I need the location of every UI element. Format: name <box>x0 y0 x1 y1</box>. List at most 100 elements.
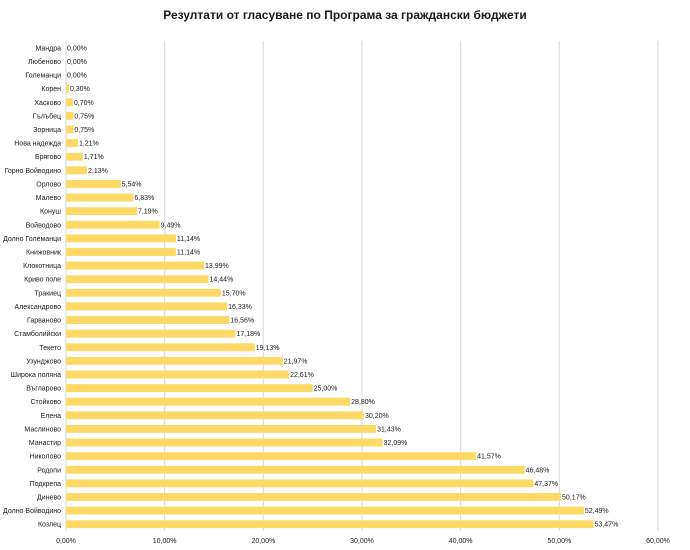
data-label: 0,75% <box>74 113 94 120</box>
bar <box>66 220 160 229</box>
x-tick-label: 10,00% <box>153 538 177 545</box>
x-tick-label: 40,00% <box>449 538 473 545</box>
bar <box>66 84 69 93</box>
x-tick-label: 60,00% <box>646 538 670 545</box>
bar <box>66 356 283 365</box>
category-label: Елена <box>41 413 62 420</box>
data-label: 11,14% <box>177 236 200 243</box>
data-label: 16,33% <box>228 304 252 311</box>
data-label: 22,61% <box>290 372 314 379</box>
data-label: 0,75% <box>74 127 94 134</box>
bar <box>66 125 74 134</box>
category-label: Книжовник <box>26 249 62 256</box>
data-label: 19,13% <box>256 345 280 352</box>
category-label: Брягово <box>35 154 61 161</box>
category-label: Криво поле <box>24 277 61 284</box>
category-label: Александрово <box>15 304 62 311</box>
data-label: 0,00% <box>67 73 87 80</box>
category-label: Маслиново <box>24 426 61 433</box>
data-label: 9,49% <box>161 222 181 229</box>
data-label: 50,17% <box>562 494 586 501</box>
category-label: Николово <box>30 454 62 461</box>
category-label: Тракиец <box>34 290 61 297</box>
data-label: 14,44% <box>209 277 233 284</box>
category-label: Узунджово <box>26 358 61 365</box>
data-label: 0,00% <box>67 59 87 66</box>
bar <box>66 179 121 188</box>
bar <box>66 193 134 202</box>
x-tick-label: 20,00% <box>251 538 275 545</box>
data-label: 31,43% <box>377 426 401 433</box>
data-label: 47,37% <box>534 481 558 488</box>
category-label: Козлец <box>38 522 61 529</box>
category-label: Конуш <box>40 209 61 216</box>
category-label: Стойково <box>30 398 61 406</box>
x-tick-label: 0,00% <box>56 538 76 545</box>
bar <box>66 479 534 488</box>
bar <box>66 329 236 338</box>
data-label: 25,00% <box>314 386 338 393</box>
category-label: Орлово <box>36 181 61 188</box>
data-label: 46,48% <box>526 467 550 474</box>
data-label: 30,20% <box>365 413 389 420</box>
data-label: 0,00% <box>67 45 87 52</box>
category-label: Любеново <box>28 58 61 66</box>
category-label: Малево <box>36 195 61 202</box>
category-label: Динево <box>37 494 61 501</box>
bar <box>66 111 74 120</box>
category-label: Корен <box>41 86 61 93</box>
data-label: 0,70% <box>74 100 94 107</box>
bar <box>66 397 351 406</box>
chart-title: Резултати от гласуване по Програма за гр… <box>163 8 527 22</box>
bar <box>66 248 176 256</box>
bar <box>66 493 562 501</box>
bar <box>66 152 83 161</box>
bar <box>66 261 205 270</box>
bar <box>66 316 230 324</box>
data-label: 11,14% <box>177 249 200 256</box>
bar <box>66 520 594 529</box>
category-label: Клокотница <box>23 263 61 270</box>
category-label: Големанци <box>25 73 61 80</box>
data-label: 41,57% <box>477 454 501 461</box>
bar <box>66 424 377 433</box>
data-label: 53,47% <box>595 522 619 529</box>
bar <box>66 207 137 216</box>
data-label: 16,56% <box>230 318 254 325</box>
data-label: 13,99% <box>205 263 229 270</box>
category-label: Гарваново <box>27 318 61 325</box>
data-label: 28,80% <box>351 399 375 406</box>
data-label: 0,30% <box>70 86 90 93</box>
bar <box>66 438 383 447</box>
data-label: 21,97% <box>284 358 308 365</box>
category-label: Хасково <box>34 100 61 107</box>
category-label: Войводово <box>26 221 61 229</box>
category-label: Горно Войводино <box>5 167 62 175</box>
data-label: 7,19% <box>138 209 158 216</box>
data-label: 15,70% <box>222 290 246 297</box>
category-label: Мандра <box>35 45 61 52</box>
category-label: Долно Големанци <box>3 236 61 243</box>
bar <box>66 411 364 420</box>
category-label: Родопи <box>37 467 61 474</box>
data-label: 5,54% <box>122 181 142 188</box>
data-label: 1,21% <box>79 141 99 148</box>
category-label: Гълъбец <box>33 112 61 120</box>
data-label: 52,49% <box>585 508 609 515</box>
category-label: Нова надежда <box>14 141 61 148</box>
category-label: Широка поляна <box>11 372 61 379</box>
data-label: 2,13% <box>88 168 108 175</box>
bar <box>66 370 290 379</box>
category-label: Манастир <box>29 440 61 447</box>
x-tick-label: 50,00% <box>547 538 571 545</box>
bar <box>66 452 477 461</box>
data-label: 17,18% <box>237 331 261 338</box>
bar <box>66 506 584 515</box>
data-label: 32,09% <box>384 440 408 447</box>
data-label: 6,83% <box>134 195 154 202</box>
bar <box>66 343 255 352</box>
category-label: Стамболийски <box>14 330 61 338</box>
bar <box>66 302 228 311</box>
category-label: Текето <box>39 345 61 352</box>
